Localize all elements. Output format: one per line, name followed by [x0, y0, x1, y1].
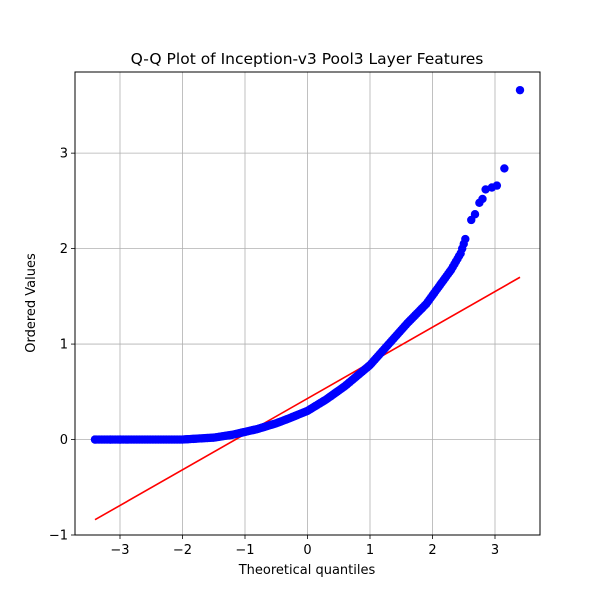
y-tick-label: 3 [60, 147, 68, 162]
data-point [115, 435, 125, 444]
x-tick-label: −1 [235, 543, 254, 558]
x-tick-label: 2 [428, 543, 436, 558]
data-point [90, 435, 100, 444]
data-point [470, 210, 480, 219]
x-tick-label: −2 [173, 543, 192, 558]
grid [75, 72, 540, 536]
y-tick-label: 2 [60, 242, 68, 257]
x-axis-ticks: −3 −2 −1 0 1 2 3 [110, 535, 499, 558]
data-point [106, 435, 115, 444]
data-points [90, 85, 525, 444]
data-point [500, 164, 509, 173]
y-axis-label: Ordered Values [24, 253, 39, 353]
data-point [492, 181, 502, 190]
data-point [515, 85, 525, 95]
x-tick-label: 1 [366, 543, 374, 558]
fit-line [94, 276, 521, 521]
x-axis-label: Theoretical quantiles [238, 563, 376, 578]
x-tick-label: 3 [491, 543, 499, 558]
chart-title: Q-Q Plot of Inception-v3 Pool3 Layer Fea… [131, 50, 484, 68]
data-point [478, 194, 487, 204]
y-tick-label: 0 [60, 433, 68, 448]
y-axis-ticks: −1 0 1 2 3 [49, 147, 75, 544]
data-point [461, 234, 470, 244]
x-tick-label: 0 [303, 543, 311, 558]
y-tick-label: −1 [49, 529, 68, 544]
x-tick-label: −3 [110, 543, 129, 558]
reference-line [94, 276, 521, 521]
y-tick-label: 1 [60, 338, 68, 353]
